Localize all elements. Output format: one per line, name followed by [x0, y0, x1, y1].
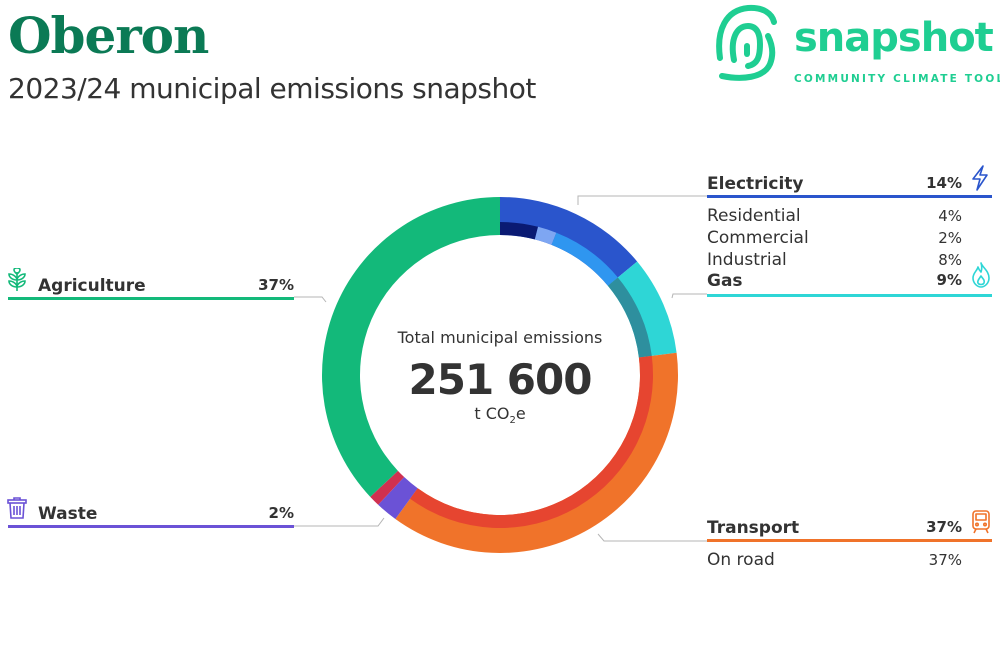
logo-wordmark: snapshot — [794, 15, 994, 61]
category-label: Transport — [707, 518, 800, 538]
category-label: Electricity — [707, 174, 804, 194]
inner-ring — [410, 222, 654, 528]
category-underline — [8, 297, 294, 300]
category-percent: 9% — [936, 271, 962, 289]
category-label: Waste — [38, 504, 98, 524]
logo-tagline: COMMUNITY CLIMATE TOOL — [794, 73, 1000, 85]
outer-slice-transport — [395, 352, 678, 553]
fingerprint-icon — [716, 4, 777, 81]
lightning-icon — [972, 165, 988, 191]
emissions-unit: t CO2e — [474, 404, 526, 427]
sub-on-road-percent: 37% — [928, 551, 962, 569]
category-underline — [8, 525, 294, 528]
outer-slice-agriculture — [321, 196, 500, 497]
leader-line-waste — [294, 517, 385, 527]
category-percent: 2% — [268, 504, 294, 522]
leader-lines — [294, 195, 707, 542]
total-emissions-value: 251 600 — [408, 355, 593, 404]
train-icon — [972, 510, 990, 534]
center-label: Total municipal emissions — [397, 328, 603, 347]
category-underline — [707, 539, 992, 542]
sub-industrial-percent: 8% — [938, 251, 962, 269]
inner-slice-gas — [607, 277, 652, 358]
outer-slice-other — [370, 470, 405, 505]
category-agriculture: Agriculture 37% — [8, 276, 294, 300]
snapshot-logo: snapshot COMMUNITY CLIMATE TOOL — [712, 0, 1000, 90]
sub-commercial-label: Commercial — [707, 228, 809, 248]
inner-slice-residential — [500, 222, 539, 240]
sub-on-road-label: On road — [707, 550, 775, 570]
category-label: Agriculture — [38, 276, 146, 296]
category-percent: 14% — [926, 174, 962, 192]
sub-residential-percent: 4% — [938, 207, 962, 225]
sub-industrial-label: Industrial — [707, 250, 787, 270]
category-underline — [707, 195, 992, 198]
category-gas: Gas 9% — [707, 271, 992, 297]
page-subtitle: 2023/24 municipal emissions snapshot — [8, 72, 536, 105]
category-waste: Waste 2% — [8, 504, 294, 528]
leader-line-transport — [597, 533, 707, 542]
outer-slice-waste — [378, 477, 418, 520]
leader-line-agriculture — [294, 296, 327, 303]
sub-commercial-percent: 2% — [938, 229, 962, 247]
category-percent: 37% — [926, 518, 962, 536]
bin-icon — [7, 497, 27, 519]
inner-slice-commercial — [534, 226, 557, 245]
inner-slice-industrial — [551, 232, 618, 286]
flame-icon — [972, 262, 990, 288]
category-electricity: Electricity 14% — [707, 174, 992, 198]
category-label: Gas — [707, 271, 743, 291]
leader-line-electricity — [577, 195, 707, 205]
category-underline — [707, 294, 992, 297]
page-title: Oberon — [8, 6, 209, 65]
outer-slice-gas — [607, 261, 677, 358]
category-transport: Transport 37% — [707, 518, 992, 542]
plant-icon — [8, 268, 26, 291]
inner-slice-on-road — [410, 355, 654, 528]
leader-line-gas — [671, 293, 707, 299]
category-percent: 37% — [258, 276, 294, 294]
sub-residential-label: Residential — [707, 206, 801, 226]
